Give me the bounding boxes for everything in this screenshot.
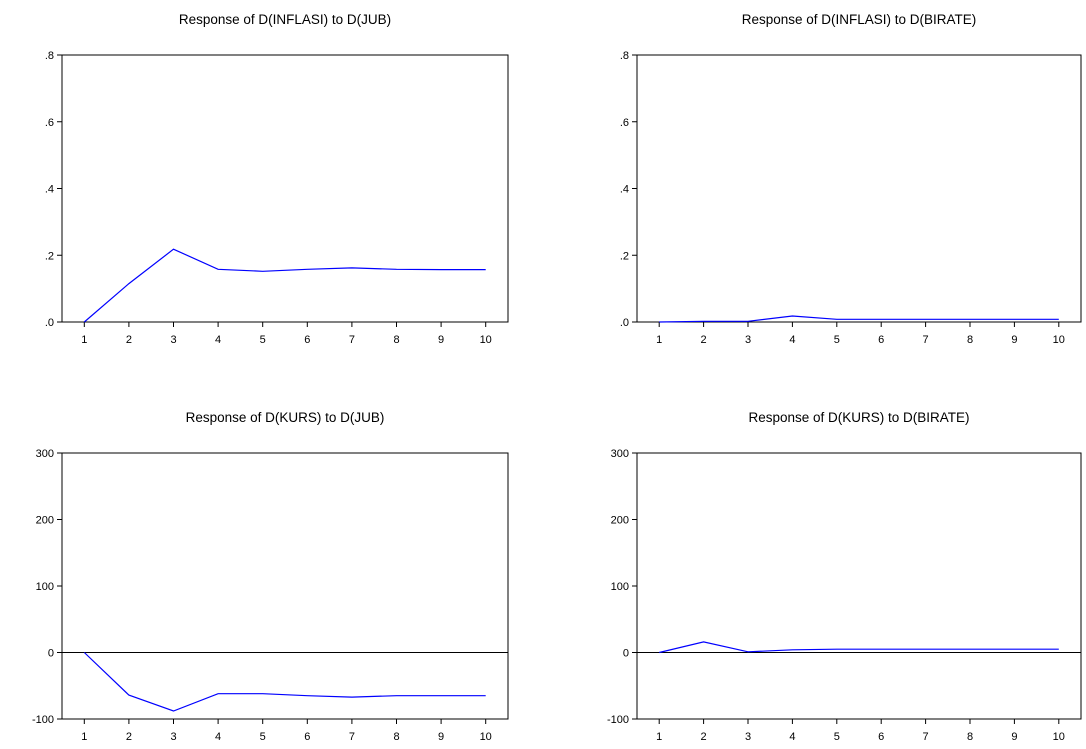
y-tick-label: .8 [620,50,629,62]
x-tick-label: 2 [701,334,707,346]
response-series-line [659,641,1059,654]
x-tick-label: 7 [923,334,929,346]
y-tick-label: .8 [45,50,54,62]
y-tick-label: .6 [620,117,629,129]
x-tick-label: 4 [789,731,795,743]
plot-frame [636,452,1082,720]
y-tick-label: 300 [36,448,54,460]
x-tick-label: 5 [834,731,840,743]
x-tick-label: 5 [260,731,266,743]
x-tick-label: 6 [304,731,310,743]
x-tick-label: 8 [393,334,399,346]
y-tick-label: .2 [45,250,54,262]
x-tick-label: 6 [878,334,884,346]
x-tick-label: 7 [349,334,355,346]
y-tick-label: 200 [611,515,629,527]
x-tick-label: 8 [967,731,973,743]
chart-panel-4: Response of D(KURS) to D(BIRATE) -100 0 100… [607,410,1082,743]
x-tick-label: 4 [789,334,795,346]
chart-title: Response of D(KURS) to D(BIRATE) [748,410,969,425]
x-tick-label: 5 [260,334,266,346]
x-tick-label: 3 [170,334,176,346]
y-tick-label: .0 [45,317,54,329]
x-tick-label: 10 [1053,334,1065,346]
x-tick-label: 8 [393,731,399,743]
x-tick-label: 6 [304,334,310,346]
x-tick-label: 1 [656,334,662,346]
y-tick-label: 100 [36,581,54,593]
x-tick-label: 10 [480,334,492,346]
x-tick-label: 6 [878,731,884,743]
x-tick-label: 3 [745,334,751,346]
y-tick-label: 0 [48,648,54,660]
y-tick-label: 200 [36,515,54,527]
x-tick-label: 8 [967,334,973,346]
x-tick-label: 4 [215,334,221,346]
chart-panel-2: Response of D(INFLASI) to D(BIRATE) .0 .2.… [620,12,1082,346]
x-tick-label: 4 [215,731,221,743]
y-tick-label: -100 [607,714,629,726]
x-tick-label: 9 [438,731,444,743]
y-tick-label: 100 [611,581,629,593]
plot-frame [636,54,1082,323]
chart-panel-1: Response of D(INFLASI) to D(JUB) .0 .2 .4 .6… [45,12,509,346]
x-tick-label: 5 [834,334,840,346]
x-tick-label: 7 [349,731,355,743]
x-tick-label: 2 [126,334,132,346]
plot-frame [61,452,509,720]
y-tick-label: -100 [32,714,54,726]
x-tick-label: 2 [126,731,132,743]
x-tick-label: 3 [170,731,176,743]
x-tick-label: 10 [1053,731,1065,743]
x-tick-label: 3 [745,731,751,743]
x-tick-label: 9 [438,334,444,346]
x-tick-label: 9 [1011,731,1017,743]
y-tick-label: .2 [620,250,629,262]
x-tick-label: 10 [480,731,492,743]
x-tick-label: 9 [1011,334,1017,346]
y-tick-label: .4 [620,184,629,196]
x-tick-label: 1 [656,731,662,743]
y-tick-label: .0 [620,317,629,329]
x-tick-label: 1 [81,334,87,346]
x-tick-label: 2 [701,731,707,743]
y-tick-label: 0 [623,648,629,660]
response-series-line [83,652,486,712]
x-tick-label: 1 [81,731,87,743]
response-series-line [83,248,486,323]
x-tick-label: 7 [923,731,929,743]
chart-title: Response of D(KURS) to D(JUB) [186,410,385,425]
y-tick-label: .6 [45,117,54,129]
y-tick-label: 300 [611,448,629,460]
y-tick-label: .4 [45,184,54,196]
chart-title: Response of D(INFLASI) to D(BIRATE) [742,12,977,27]
chart-panel-3: Response of D(KURS) to D(JUB) -100 0 100 200… [32,410,509,743]
response-series-line [659,315,1059,323]
plot-frame [61,54,509,323]
chart-title: Response of D(INFLASI) to D(JUB) [179,12,391,27]
